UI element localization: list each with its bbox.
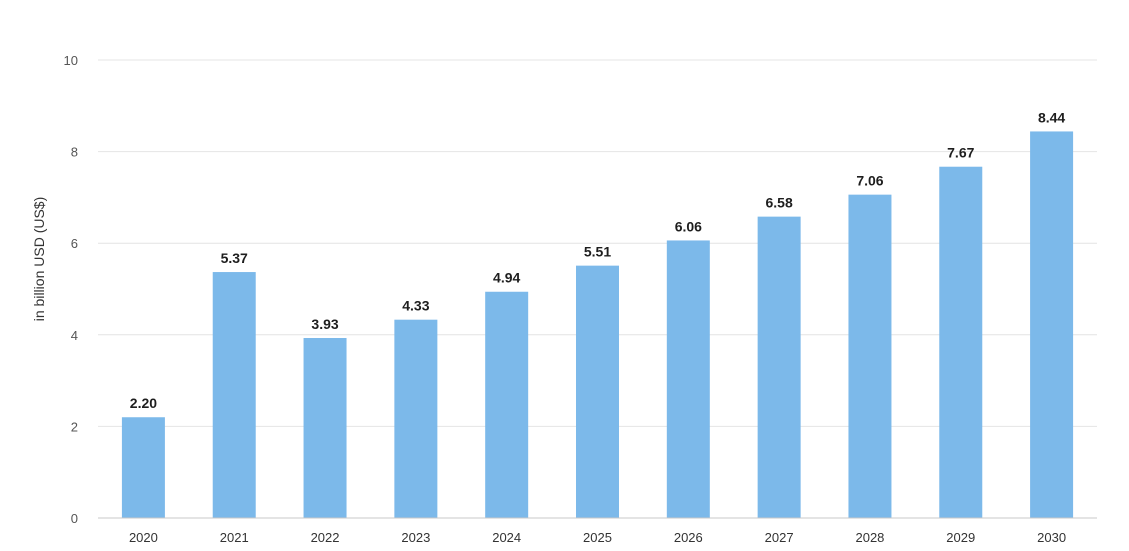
x-tick-label: 2022 xyxy=(311,530,340,545)
data-label: 4.33 xyxy=(402,298,429,314)
data-label: 7.06 xyxy=(856,173,883,189)
x-tick-label: 2030 xyxy=(1037,530,1066,545)
data-label: 5.51 xyxy=(584,244,611,260)
gridlines xyxy=(98,59,1097,427)
x-tick-label: 2025 xyxy=(583,530,612,545)
data-label: 5.37 xyxy=(221,250,248,266)
bar-2028[interactable] xyxy=(848,194,892,519)
x-tick-label: 2026 xyxy=(674,530,703,545)
y-axis-ticks: 0 2 4 6 8 10 xyxy=(64,53,78,526)
x-tick-label: 2021 xyxy=(220,530,249,545)
bar-2026[interactable] xyxy=(666,240,710,518)
bar-2029[interactable] xyxy=(939,166,983,519)
bar-2023[interactable] xyxy=(394,319,438,518)
bar-2024[interactable] xyxy=(485,291,529,518)
x-tick-label: 2029 xyxy=(946,530,975,545)
data-label: 6.58 xyxy=(766,195,793,211)
bar-2027[interactable] xyxy=(757,216,801,519)
x-tick-label: 2028 xyxy=(855,530,884,545)
y-tick-label: 2 xyxy=(71,419,78,434)
y-tick-label: 4 xyxy=(71,328,78,343)
y-tick-label: 6 xyxy=(71,236,78,251)
x-axis-ticks: 2020 2021 2022 2023 2024 2025 2026 2027 2028 2029… xyxy=(129,530,1066,545)
x-tick-label: 2027 xyxy=(765,530,794,545)
x-tick-label: 2024 xyxy=(492,530,521,545)
y-axis-label: in billion USD (US$) xyxy=(31,197,47,321)
bar-2025[interactable] xyxy=(576,265,619,518)
data-label: 7.67 xyxy=(947,145,974,161)
bar-2020[interactable] xyxy=(121,417,165,518)
data-label: 4.94 xyxy=(493,270,520,286)
bar-2030[interactable] xyxy=(1030,131,1074,518)
data-label: 3.93 xyxy=(311,316,338,332)
x-tick-label: 2023 xyxy=(401,530,430,545)
data-labels: 2.20 5.37 3.93 4.33 4.94 5.51 6.06 6.58 7.06 7.67… xyxy=(130,109,1066,411)
x-tick-label: 2020 xyxy=(129,530,158,545)
data-label: 8.44 xyxy=(1038,109,1065,125)
y-tick-label: 8 xyxy=(71,145,78,160)
y-tick-label: 0 xyxy=(71,511,78,526)
data-label: 6.06 xyxy=(675,218,702,234)
bar-2021[interactable] xyxy=(212,272,256,518)
data-label: 2.20 xyxy=(130,395,157,411)
bar-2022[interactable] xyxy=(303,338,347,518)
bars xyxy=(121,131,1074,519)
y-tick-label: 10 xyxy=(64,53,78,68)
